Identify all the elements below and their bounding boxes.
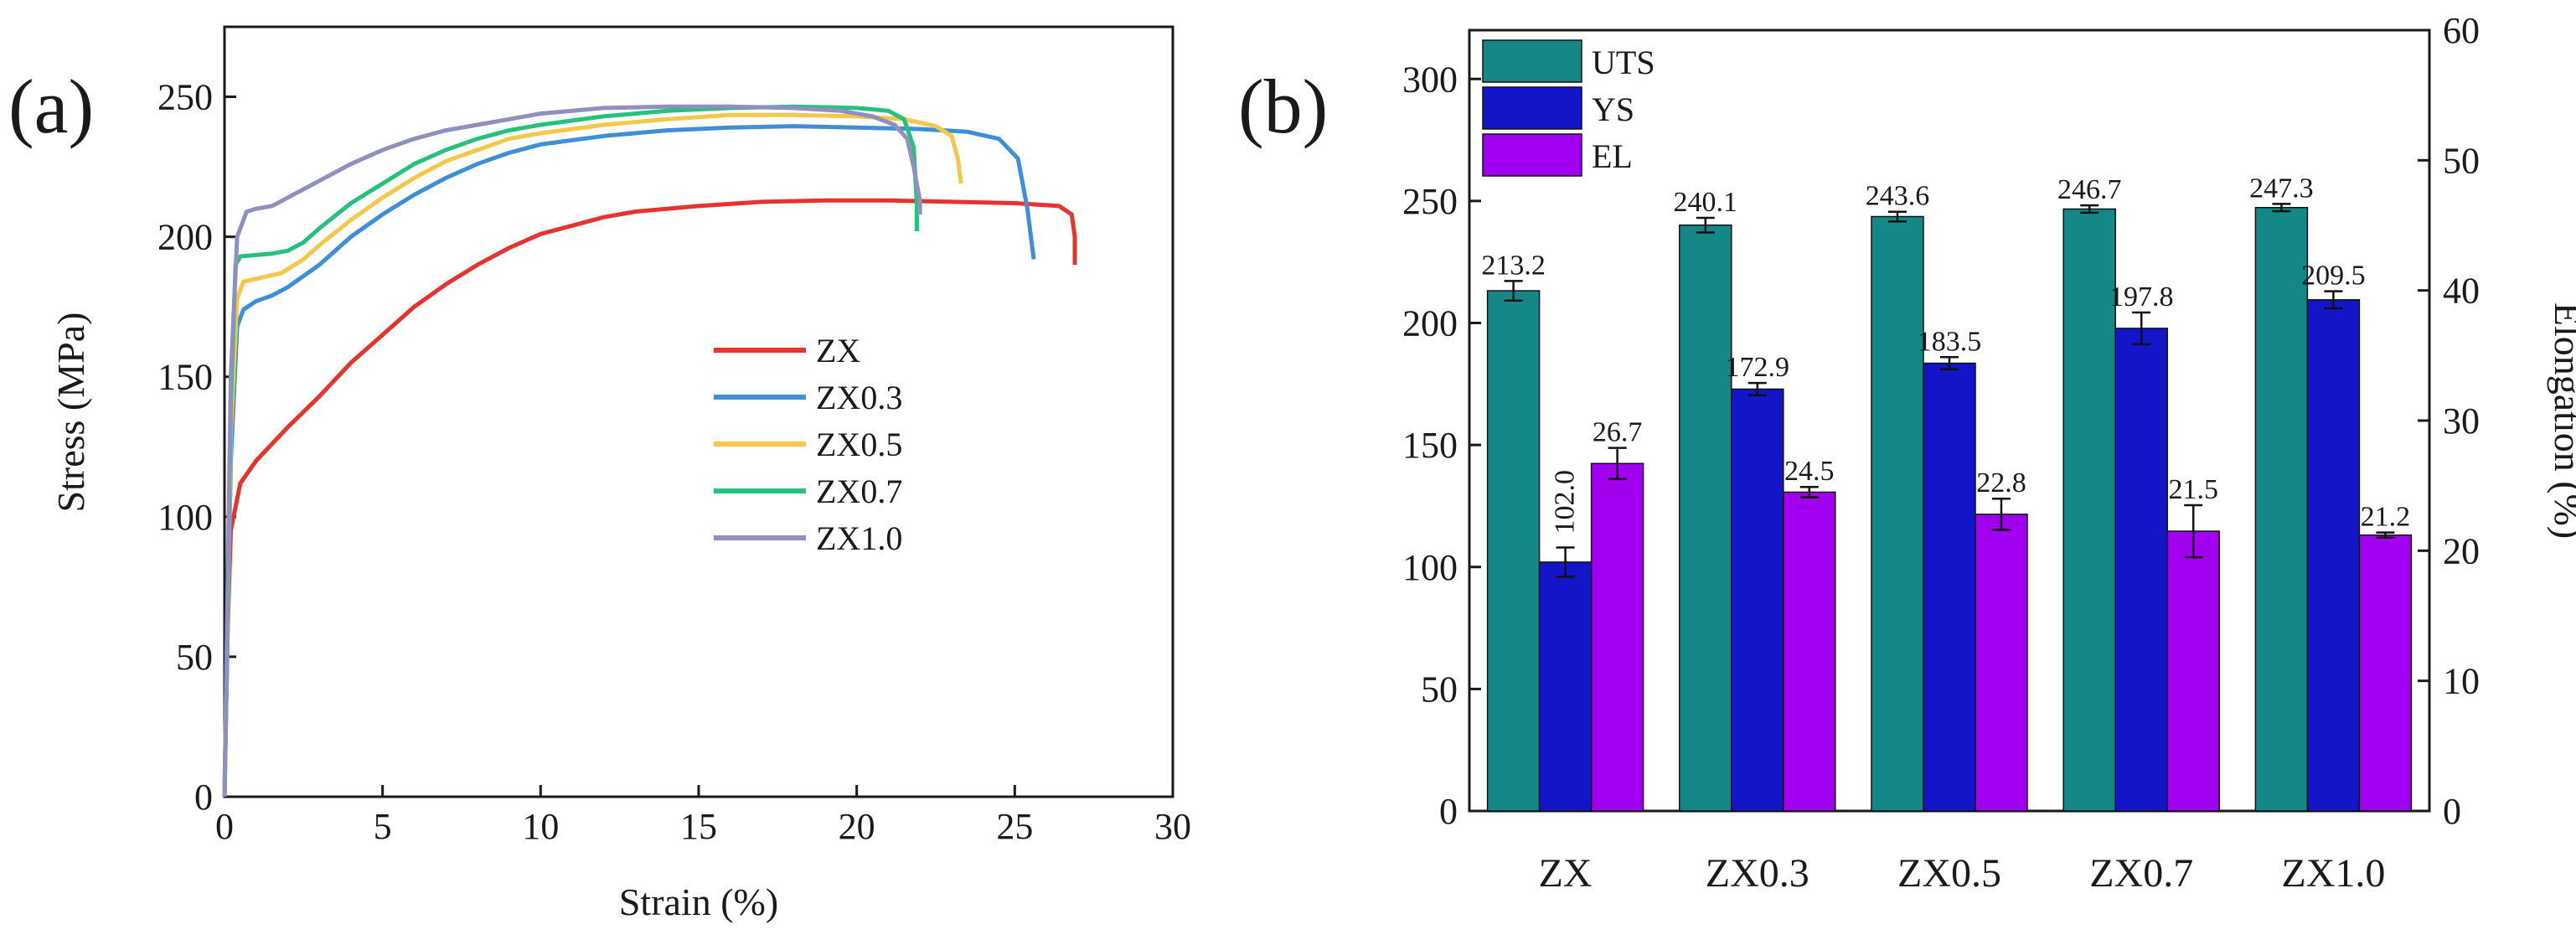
panel-a-label: (a) [8, 64, 94, 149]
panel-b-axes: 0 50 100 150 200 250 300 0 10 20 30 40 50 60 ZX ZX0.3 ZX… [1402, 10, 2480, 896]
y-tick-label: 0 [1439, 791, 1458, 832]
category-label: ZX [1539, 851, 1593, 896]
y2-tick-label: 60 [2443, 10, 2480, 51]
legend-swatch [1482, 133, 1582, 177]
data-label: 213.2 [1481, 250, 1546, 281]
data-label: 183.5 [1918, 326, 1982, 357]
panel-a-axes: 0 5 10 15 20 25 30 0 50 100 150 200 250 [157, 77, 1191, 847]
panel-a-series [222, 104, 1077, 798]
y-tick-label: 50 [176, 637, 213, 678]
y-tick-label: 200 [157, 217, 213, 258]
data-label: 102.0 [1550, 470, 1581, 535]
y2-tick-label: 10 [2443, 661, 2480, 702]
legend-swatch [1482, 39, 1582, 83]
y-tick-label: 0 [194, 777, 213, 818]
data-label: 246.7 [2057, 174, 2122, 205]
legend-label: ZX0.5 [816, 426, 902, 463]
bar-ys [1731, 388, 1784, 812]
x-tick-label: 30 [1154, 806, 1191, 847]
legend-label: YS [1592, 90, 1634, 128]
mechanical-properties-bar-chart: (b) 0 50 100 150 200 250 300 0 10 20 30 40 50 60 ZX ZX0… [1238, 10, 2576, 896]
panel-b-y2-axis-title: Elongation (%) [2547, 302, 2576, 539]
x-tick-label: 5 [374, 806, 392, 847]
series-line-zx0-7 [222, 104, 919, 798]
bar-el [1783, 491, 1836, 812]
x-tick-label: 20 [839, 806, 875, 847]
data-label: 26.7 [1593, 417, 1643, 448]
bar-el [1590, 462, 1644, 812]
panel-a-legend: ZX ZX0.3 ZX0.5 ZX0.7 ZX1.0 [714, 332, 902, 557]
data-label: 197.8 [2109, 281, 2174, 312]
data-label: 172.9 [1726, 352, 1790, 383]
data-label: 21.2 [2361, 502, 2411, 533]
legend-label: UTS [1592, 44, 1655, 81]
data-label: 247.3 [2249, 173, 2314, 204]
bar-uts [1486, 290, 1541, 812]
panel-a-plot-frame [223, 25, 1174, 798]
bar-ys [1923, 362, 1976, 812]
legend-label: ZX1.0 [816, 519, 902, 557]
series-line-zx [222, 198, 1077, 798]
panel-b-series: 213.2 102.0 26.7 240.1 172.9 24.5 243.6 183.5 22… [1481, 173, 2413, 812]
data-label: 22.8 [1976, 467, 2026, 498]
data-label: 240.1 [1674, 187, 1738, 218]
legend-label: ZX0.7 [816, 473, 902, 510]
bar-uts [2254, 206, 2309, 812]
x-tick-label: 0 [215, 806, 234, 847]
y-tick-label: 100 [157, 497, 213, 538]
bar-el [2166, 530, 2220, 812]
x-tick-label: 10 [522, 806, 559, 847]
series-line-zx0-3 [222, 124, 1036, 798]
panel-b-legend: UTS YS EL [1482, 39, 1655, 177]
y2-tick-label: 50 [2443, 140, 2480, 181]
bar-uts [1871, 215, 1924, 812]
y-tick-label: 150 [1402, 425, 1458, 466]
category-label: ZX0.5 [1897, 851, 2001, 896]
y-tick-label: 250 [1402, 181, 1458, 222]
y-tick-label: 150 [157, 357, 213, 398]
legend-label: ZX0.3 [816, 379, 902, 416]
bar-el [2358, 534, 2413, 812]
bar-uts [2062, 208, 2116, 812]
y-tick-label: 300 [1402, 59, 1458, 100]
y-tick-label: 200 [1402, 303, 1458, 344]
category-label: ZX1.0 [2281, 851, 2385, 896]
y-tick-label: 100 [1402, 547, 1458, 588]
category-label: ZX0.3 [1706, 851, 1809, 896]
legend-label: EL [1592, 137, 1633, 175]
data-label: 21.5 [2168, 474, 2218, 505]
panel-a-x-axis-title: Strain (%) [619, 881, 778, 923]
y-tick-label: 50 [1421, 669, 1458, 710]
y2-tick-label: 0 [2443, 791, 2461, 832]
panel-b-label: (b) [1238, 64, 1328, 149]
category-label: ZX0.7 [2089, 851, 2193, 896]
bar-ys [1538, 561, 1593, 812]
legend-swatch [1482, 86, 1582, 130]
data-label: 209.5 [2301, 261, 2366, 292]
bar-uts [1679, 224, 1732, 812]
y2-tick-label: 20 [2443, 530, 2480, 571]
legend-label: ZX [816, 332, 860, 369]
y2-tick-label: 30 [2443, 400, 2480, 442]
panel-a-y-axis-title: Stress (MPa) [49, 312, 92, 513]
x-tick-label: 15 [680, 806, 717, 847]
data-label: 243.6 [1866, 181, 1930, 212]
y-tick-label: 250 [157, 77, 213, 118]
bar-el [1975, 514, 2028, 812]
y2-tick-label: 40 [2443, 271, 2480, 312]
bar-ys [2306, 299, 2361, 812]
x-tick-label: 25 [996, 806, 1033, 847]
bar-ys [2114, 328, 2168, 812]
data-label: 24.5 [1784, 456, 1835, 487]
series-line-zx1-0 [222, 104, 922, 798]
